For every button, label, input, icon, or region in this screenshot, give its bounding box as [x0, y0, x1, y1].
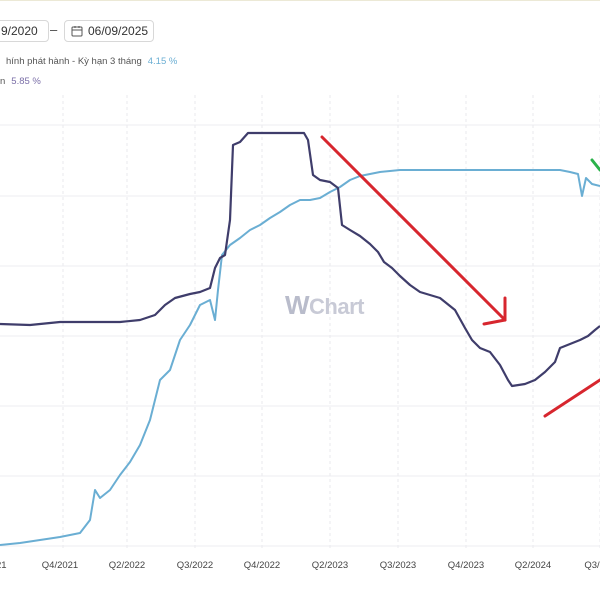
end-date-field[interactable]: 06/09/2025 [64, 20, 154, 42]
annotation-stroke-3 [482, 318, 507, 326]
legend-label-2: n [0, 76, 6, 87]
x-tick-label: Q2/2023 [312, 560, 348, 571]
end-date-value: 06/09/2025 [88, 24, 149, 38]
start-date-value: 9/2020 [1, 24, 38, 38]
date-range-separator: – [50, 22, 58, 37]
x-tick-label: Q3/2022 [177, 560, 213, 571]
legend-value-2: 5.85 % [11, 76, 41, 87]
grid-lines [0, 95, 600, 548]
annotation-stroke-5 [590, 158, 600, 172]
x-tick-label: Q2/2024 [515, 560, 551, 571]
start-date-field[interactable]: 9/2020 [0, 20, 49, 42]
watermark-logo: WChart [285, 290, 364, 321]
x-tick-label: 21 [0, 560, 7, 571]
watermark-mark: W [285, 290, 310, 320]
x-tick-label: Q4/2022 [244, 560, 280, 571]
calendar-icon [71, 25, 83, 37]
x-tick-label: Q4/2023 [448, 560, 484, 571]
series-layer [0, 131, 600, 546]
legend-label-1: hính phát hành - Kỳ hạn 3 tháng [6, 56, 142, 67]
annotation-layer [320, 135, 600, 418]
watermark-text: Chart [309, 294, 364, 319]
x-tick-label: Q3/2023 [380, 560, 416, 571]
series-line-1 [0, 169, 600, 546]
annotation-stroke-4 [543, 378, 600, 418]
x-tick-label: Q3/ [584, 560, 600, 571]
x-tick-label: Q4/2021 [42, 560, 78, 571]
legend-item-1[interactable]: hính phát hành - Kỳ hạn 3 tháng 4.15 % [6, 56, 177, 67]
x-tick-label: Q2/2022 [109, 560, 145, 571]
annotation-stroke-1 [320, 135, 507, 322]
x-axis-ticks: 21 Q4/2021 Q2/2022 Q3/2022 Q4/2022 Q2/2023 Q3/… [0, 560, 600, 571]
series-line-2 [0, 131, 600, 388]
legend-item-2[interactable]: n 5.85 % [0, 76, 41, 87]
legend-value-1: 4.15 % [147, 56, 178, 67]
